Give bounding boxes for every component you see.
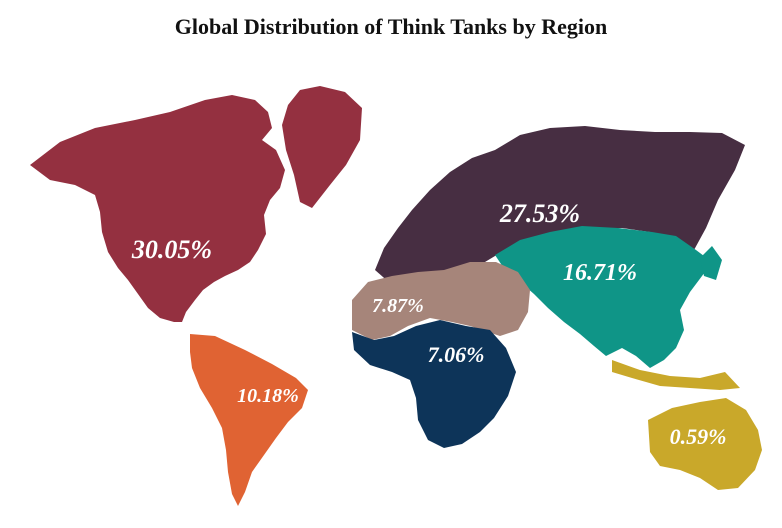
label-sub-saharan-africa: 7.06% bbox=[428, 342, 485, 367]
region-north-america[interactable] bbox=[30, 86, 362, 322]
label-mena: 7.87% bbox=[372, 295, 424, 317]
label-asia: 16.71% bbox=[563, 260, 637, 286]
label-oceania: 0.59% bbox=[670, 424, 727, 449]
label-europe-central-asia: 27.53% bbox=[499, 199, 580, 228]
region-oceania[interactable] bbox=[612, 360, 762, 490]
region-south-central-america[interactable] bbox=[190, 334, 308, 506]
region-europe-central-asia[interactable] bbox=[375, 126, 745, 285]
label-north-america: 30.05% bbox=[131, 235, 212, 264]
region-asia[interactable] bbox=[495, 226, 722, 368]
region-mena[interactable] bbox=[352, 262, 530, 340]
region-sub-saharan-africa[interactable] bbox=[352, 320, 516, 448]
map-title: Global Distribution of Think Tanks by Re… bbox=[174, 14, 608, 39]
label-south-central-america: 10.18% bbox=[237, 385, 299, 407]
